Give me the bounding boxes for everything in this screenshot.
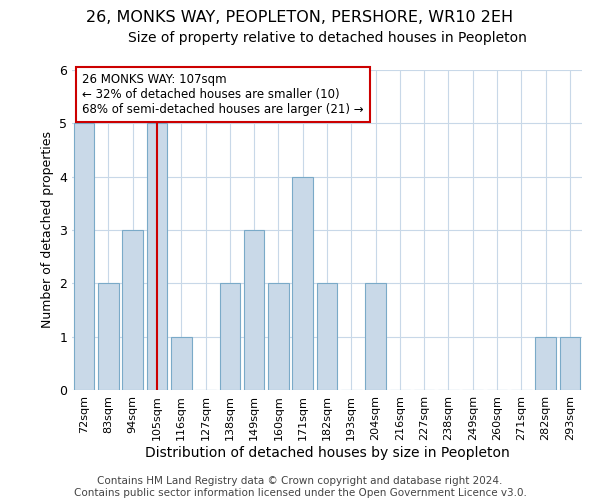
Bar bbox=[317, 284, 337, 390]
Title: Size of property relative to detached houses in Peopleton: Size of property relative to detached ho… bbox=[128, 31, 526, 45]
Bar bbox=[268, 284, 289, 390]
Bar bbox=[122, 230, 143, 390]
Bar bbox=[560, 336, 580, 390]
Text: Contains HM Land Registry data © Crown copyright and database right 2024.
Contai: Contains HM Land Registry data © Crown c… bbox=[74, 476, 526, 498]
X-axis label: Distribution of detached houses by size in Peopleton: Distribution of detached houses by size … bbox=[145, 446, 509, 460]
Text: 26, MONKS WAY, PEOPLETON, PERSHORE, WR10 2EH: 26, MONKS WAY, PEOPLETON, PERSHORE, WR10… bbox=[86, 10, 514, 25]
Bar bbox=[220, 284, 240, 390]
Bar bbox=[98, 284, 119, 390]
Bar bbox=[74, 124, 94, 390]
Bar bbox=[171, 336, 191, 390]
Text: 26 MONKS WAY: 107sqm
← 32% of detached houses are smaller (10)
68% of semi-detac: 26 MONKS WAY: 107sqm ← 32% of detached h… bbox=[82, 73, 364, 116]
Y-axis label: Number of detached properties: Number of detached properties bbox=[41, 132, 53, 328]
Bar bbox=[146, 124, 167, 390]
Bar bbox=[244, 230, 265, 390]
Bar bbox=[535, 336, 556, 390]
Bar bbox=[365, 284, 386, 390]
Bar bbox=[292, 176, 313, 390]
